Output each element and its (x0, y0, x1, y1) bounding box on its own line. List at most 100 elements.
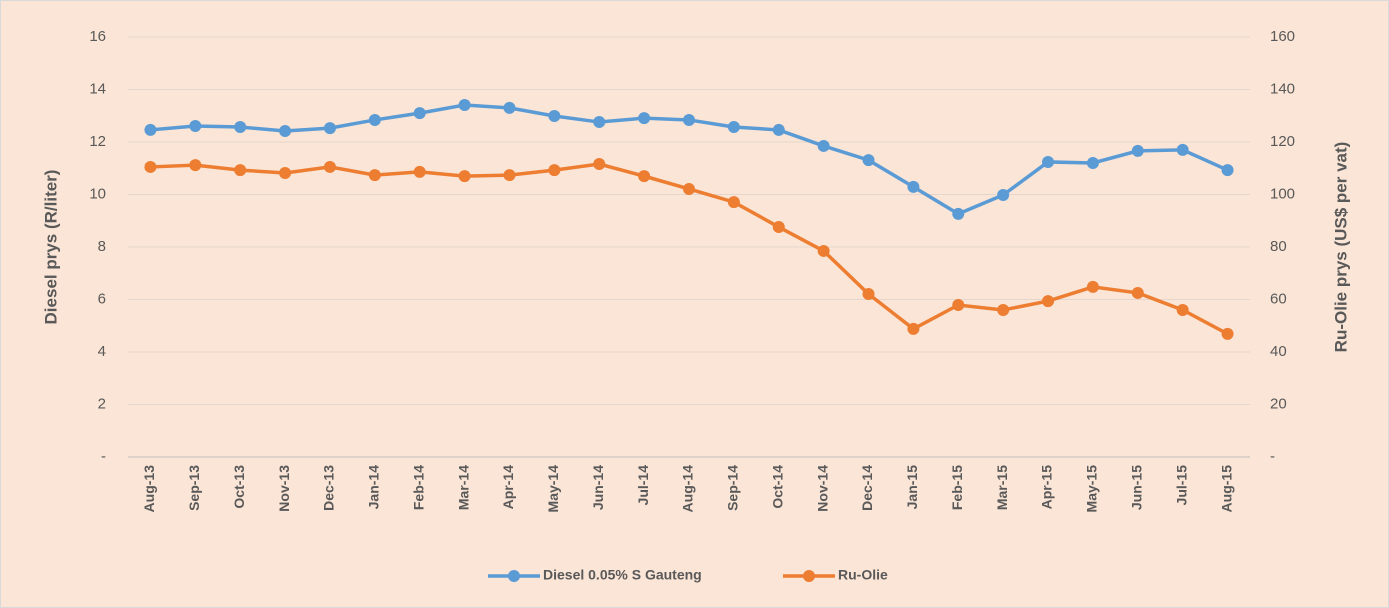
data-point (1042, 155, 1055, 168)
y2-tick-label: 120 (1270, 133, 1295, 150)
y-tick-label: 4 (98, 343, 106, 360)
data-point (323, 160, 336, 173)
x-tick-label: Oct-13 (231, 465, 247, 509)
data-point (1086, 157, 1099, 169)
x-tick-label: Dec-14 (859, 465, 875, 511)
data-point (1221, 164, 1234, 177)
data-point (907, 180, 920, 193)
data-point (413, 165, 426, 178)
y2-tick-label: 80 (1270, 238, 1287, 255)
y2-axis-title: Ru-Olie prys (US$ per vat) (1331, 142, 1350, 353)
y-tick-label: 14 (89, 80, 106, 97)
legend-marker (508, 570, 520, 582)
data-point (952, 207, 965, 220)
x-tick-label: Jul-14 (635, 465, 651, 506)
data-point (368, 169, 381, 182)
data-point (548, 164, 561, 177)
data-point (862, 154, 875, 167)
y-tick-label: 8 (98, 238, 106, 255)
data-point (458, 98, 471, 111)
y-tick-label: 10 (89, 185, 106, 202)
x-tick-label: Aug-15 (1218, 465, 1234, 513)
data-point (817, 139, 830, 152)
data-point (234, 164, 247, 177)
y2-tick-label: - (1270, 448, 1275, 465)
y2-tick-label: 100 (1270, 185, 1295, 202)
data-point (772, 123, 785, 136)
data-point (593, 158, 606, 171)
data-point (593, 116, 606, 129)
x-tick-label: Mar-15 (994, 465, 1010, 510)
x-tick-label: Jan-14 (366, 465, 382, 510)
y2-tick-label: 20 (1270, 395, 1287, 412)
y2-tick-label: 140 (1270, 80, 1295, 97)
data-point (683, 113, 695, 126)
x-tick-label: Jan-15 (904, 465, 920, 510)
y-tick-label: 2 (98, 395, 106, 412)
y-tick-label: 6 (98, 290, 106, 307)
x-tick-label: Dec-13 (321, 465, 337, 511)
data-point (368, 113, 381, 126)
data-point (1176, 143, 1189, 156)
data-point (144, 160, 157, 173)
y-tick-label: 16 (89, 28, 106, 45)
x-tick-label: Feb-14 (410, 465, 426, 510)
data-point (1131, 286, 1144, 299)
data-point (189, 119, 202, 132)
x-tick-label: Feb-15 (949, 465, 965, 510)
y2-tick-label: 160 (1270, 28, 1295, 45)
x-tick-label: Aug-13 (141, 465, 157, 513)
y2-tick-label: 60 (1270, 290, 1287, 307)
data-point (144, 123, 157, 136)
data-point (638, 112, 651, 125)
legend-label: Ru-Olie (838, 567, 888, 583)
data-point (413, 107, 426, 120)
x-tick-label: Sep-14 (725, 465, 741, 511)
data-point (234, 121, 247, 134)
y-tick-label: 12 (89, 133, 106, 150)
x-tick-label: Jun-14 (590, 465, 606, 510)
data-point (727, 121, 740, 134)
x-tick-label: Jun-15 (1129, 465, 1145, 510)
data-point (503, 101, 516, 114)
data-point (503, 169, 516, 182)
y-axis-title: Diesel prys (R/liter) (41, 170, 60, 325)
x-tick-label: May-15 (1084, 465, 1100, 513)
data-point (323, 122, 336, 135)
x-tick-label: Nov-14 (814, 465, 830, 512)
x-tick-label: Apr-14 (500, 465, 516, 510)
data-point (1042, 295, 1055, 308)
data-point (1176, 304, 1189, 316)
x-tick-label: Oct-14 (769, 465, 785, 509)
x-tick-label: Jul-15 (1173, 465, 1189, 506)
data-point (997, 189, 1010, 202)
data-point (638, 170, 651, 183)
data-point (458, 170, 471, 183)
data-point (279, 124, 292, 137)
data-point (862, 287, 875, 300)
data-point (727, 196, 740, 209)
data-point (952, 299, 965, 312)
data-point (189, 159, 202, 172)
data-point (1086, 280, 1099, 293)
x-tick-label: Mar-14 (455, 465, 471, 510)
data-point (997, 304, 1010, 316)
data-point (772, 221, 785, 234)
data-point (279, 166, 292, 179)
data-point (1221, 327, 1234, 340)
x-tick-label: Sep-13 (186, 465, 202, 511)
data-point (548, 110, 561, 123)
x-tick-label: Nov-13 (276, 465, 292, 512)
data-point (683, 182, 695, 195)
data-point (907, 322, 920, 335)
y-tick-label: - (101, 448, 106, 465)
x-tick-label: Aug-14 (680, 465, 696, 513)
x-tick-label: Apr-15 (1039, 465, 1055, 510)
data-point (817, 244, 830, 257)
data-point (1131, 144, 1144, 157)
y2-tick-label: 40 (1270, 343, 1287, 360)
legend-label: Diesel 0.05% S Gauteng (543, 567, 702, 583)
legend-marker (803, 570, 815, 582)
